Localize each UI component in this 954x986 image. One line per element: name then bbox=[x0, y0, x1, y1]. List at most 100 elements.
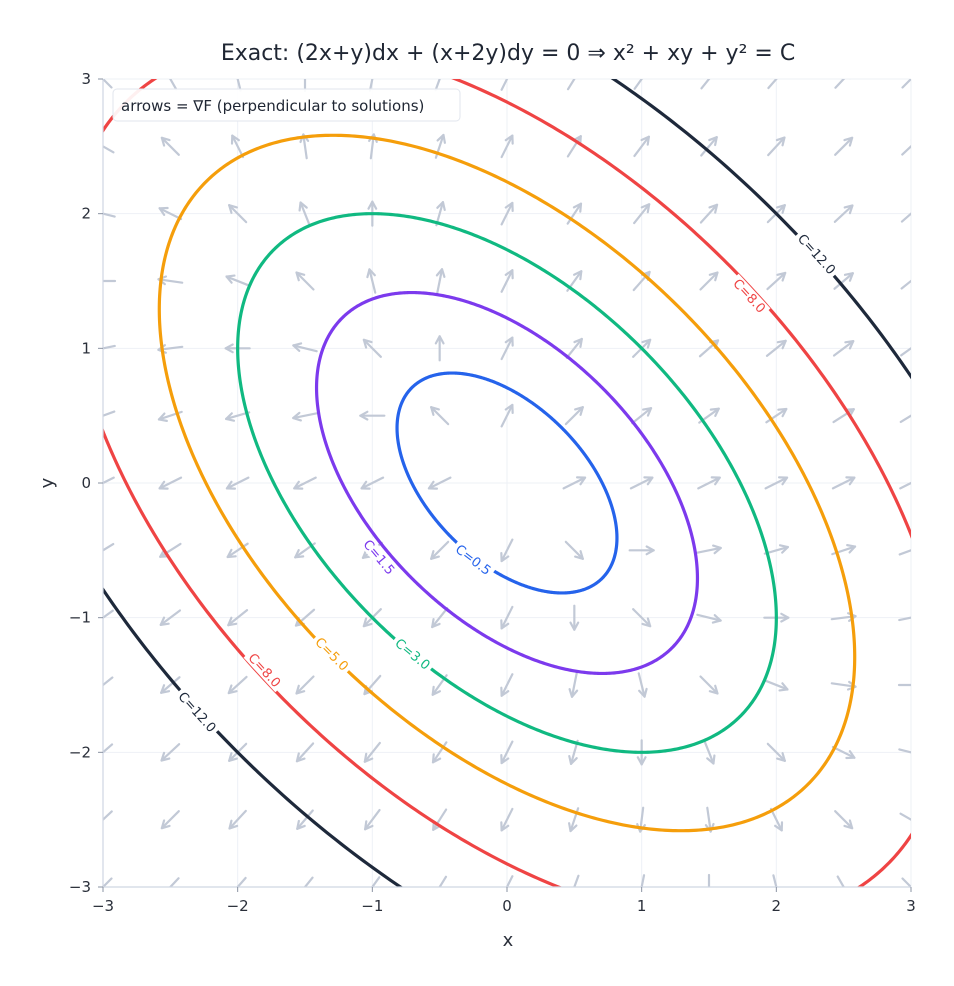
gradient-arrow bbox=[640, 874, 646, 887]
y-tick-label: −2 bbox=[69, 743, 91, 761]
x-tick-label: 1 bbox=[637, 897, 647, 915]
x-tick-label: 3 bbox=[906, 897, 916, 915]
y-tick-label: 2 bbox=[81, 205, 91, 223]
gradient-arrow bbox=[500, 740, 514, 765]
gradient-arrow bbox=[103, 810, 113, 827]
gradient-arrow bbox=[633, 135, 650, 158]
gradient-arrow bbox=[633, 79, 644, 90]
gradient-arrow bbox=[366, 268, 377, 294]
gradient-arrow bbox=[103, 145, 115, 154]
gradient-arrow bbox=[900, 212, 911, 223]
gradient-arrow bbox=[834, 136, 854, 156]
gradient-arrow bbox=[169, 79, 178, 91]
gradient-arrow bbox=[103, 609, 114, 620]
y-tick-label: 1 bbox=[81, 339, 91, 357]
legend-text: arrows = ∇F (perpendicular to solutions) bbox=[121, 97, 424, 115]
gradient-arrow bbox=[697, 476, 721, 490]
gradient-arrow bbox=[633, 203, 651, 225]
x-axis-label: x bbox=[503, 930, 514, 951]
gradient-arrow bbox=[160, 810, 180, 830]
gradient-arrow bbox=[500, 336, 514, 361]
gradient-arrow bbox=[500, 807, 514, 832]
gradient-arrow bbox=[500, 201, 514, 226]
gradient-arrow bbox=[427, 476, 452, 490]
gradient-arrow bbox=[303, 79, 307, 93]
gradient-arrow bbox=[225, 274, 250, 287]
gradient-arrow bbox=[362, 338, 382, 358]
contour-label: C=12.0 bbox=[793, 228, 841, 280]
gradient-arrow bbox=[900, 346, 911, 357]
contour-line bbox=[103, 79, 911, 887]
gradient-arrow bbox=[103, 344, 116, 350]
gradient-arrow bbox=[500, 538, 514, 563]
gradient-arrow bbox=[500, 79, 509, 91]
gradient-arrow bbox=[699, 203, 719, 224]
x-tick-label: −1 bbox=[361, 897, 383, 915]
gradient-arrow bbox=[834, 79, 851, 89]
gradient-arrow bbox=[505, 875, 514, 887]
contour-label-text: C=12.0 bbox=[175, 689, 219, 735]
gradient-arrow bbox=[159, 609, 182, 626]
gradient-arrow bbox=[227, 675, 248, 695]
gradient-arrow bbox=[368, 79, 374, 92]
contour-label-bg bbox=[390, 633, 436, 675]
gradient-arrow bbox=[230, 134, 245, 159]
gradient-arrow bbox=[292, 411, 318, 422]
gradient-arrow bbox=[700, 79, 711, 90]
contour-label-text: C=8.0 bbox=[729, 276, 768, 316]
ticks: −3 −2 −1 0 1 2 3 −3 −2 −1 0 1 2 3 bbox=[69, 70, 916, 915]
contour-label: C=8.0 bbox=[243, 648, 286, 693]
gradient-arrow bbox=[295, 271, 315, 291]
gradient-arrow bbox=[631, 407, 653, 425]
gradient-arrow bbox=[833, 272, 854, 290]
gradient-arrow bbox=[430, 540, 450, 560]
gradient-arrow bbox=[899, 414, 911, 424]
gradient-arrow bbox=[434, 79, 441, 92]
contour-label-bg bbox=[243, 648, 286, 693]
gradient-arrow bbox=[160, 136, 180, 156]
gradient-arrow bbox=[500, 673, 514, 697]
gradient-arrow bbox=[163, 877, 180, 887]
gradient-arrow bbox=[632, 608, 652, 628]
gradient-arrow bbox=[303, 876, 314, 887]
contour-label-bg bbox=[450, 539, 497, 580]
gradient-arrow bbox=[103, 676, 114, 687]
gradient-arrow bbox=[836, 875, 845, 887]
gradient-arrow bbox=[228, 204, 248, 224]
gradient-arrow bbox=[703, 740, 716, 765]
gradient-arrow bbox=[899, 481, 911, 490]
gradient-arrow bbox=[432, 808, 448, 831]
gradient-arrow bbox=[562, 476, 587, 490]
contour-label: C=5.0 bbox=[310, 632, 354, 676]
gradient-arrow bbox=[435, 268, 446, 294]
gradient-arrow bbox=[898, 616, 911, 622]
gradient-arrow bbox=[568, 672, 579, 698]
legend: arrows = ∇F (perpendicular to solutions) bbox=[112, 88, 461, 122]
gradient-arrow bbox=[103, 743, 114, 754]
gradient-arrow bbox=[901, 139, 911, 156]
gradient-arrow bbox=[573, 874, 580, 887]
gradient-arrow bbox=[103, 79, 113, 89]
contour-label-text: C=8.0 bbox=[245, 651, 284, 691]
gradient-arrow bbox=[765, 407, 788, 424]
gradient-arrow bbox=[898, 748, 911, 754]
gradient-arrow bbox=[564, 406, 584, 426]
x-tick-label: 0 bbox=[502, 897, 512, 915]
contour-label-text: C=12.0 bbox=[794, 232, 838, 278]
gradient-arrow bbox=[766, 271, 787, 291]
gradient-arrow bbox=[832, 408, 855, 424]
gradient-arrow bbox=[295, 675, 315, 695]
gradient-arrow bbox=[160, 676, 181, 694]
gradient-arrow bbox=[103, 877, 113, 887]
y-tick-label: 0 bbox=[81, 474, 91, 492]
gradient-arrow bbox=[764, 476, 789, 490]
gradient-arrow bbox=[227, 609, 249, 627]
gradient-arrow bbox=[696, 544, 722, 555]
gradient-arrow bbox=[295, 742, 315, 763]
gradient-arrow bbox=[103, 476, 115, 485]
gradient-arrow bbox=[359, 410, 386, 421]
gradient-arrow bbox=[897, 683, 911, 687]
gradient-arrow bbox=[901, 79, 911, 89]
